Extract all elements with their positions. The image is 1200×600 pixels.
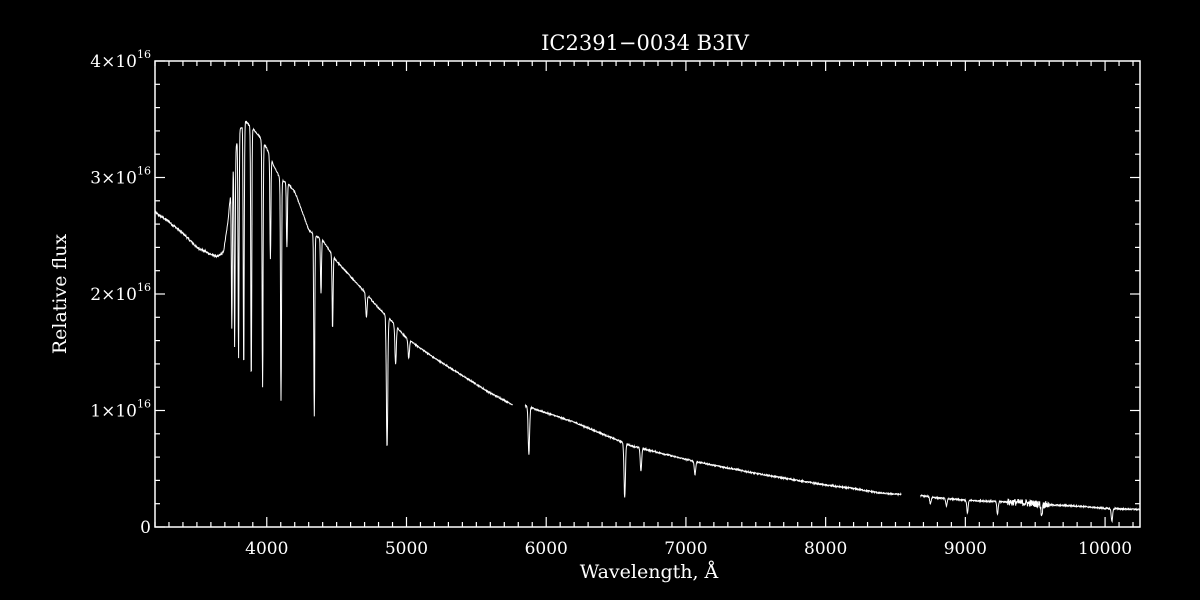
plot-area: 4000 5000 6000 7000 8000 9000 10000 0 1×1016 2×1… (90, 48, 1141, 559)
x-axis-label: Wavelength, Å (580, 561, 719, 583)
y-axis-label: Relative flux (49, 234, 71, 355)
y-tick-label: 1×1016 (90, 398, 151, 422)
spectrum-series (154, 120, 1141, 524)
x-tick-label: 4000 (245, 539, 288, 559)
x-tick-labels: 4000 5000 6000 7000 8000 9000 10000 (245, 539, 1132, 559)
plot-frame (154, 60, 1141, 528)
chart-title: IC2391−0034 B3IV (541, 31, 750, 55)
y-tick-label: 0 (140, 518, 151, 538)
y-tick-label: 3×1016 (90, 165, 151, 189)
axis-ticks (154, 60, 1140, 528)
x-tick-label: 9000 (944, 539, 987, 559)
y-tick-labels: 0 1×1016 2×1016 3×1016 4×1016 (90, 48, 151, 538)
x-tick-label: 10000 (1078, 539, 1132, 559)
y-tick-label: 2×1016 (90, 281, 151, 305)
spectrum-line (154, 120, 1141, 524)
y-tick-label: 4×1016 (90, 48, 151, 72)
x-tick-label: 7000 (664, 539, 707, 559)
x-tick-label: 8000 (804, 539, 847, 559)
x-tick-label: 6000 (525, 539, 568, 559)
x-tick-label: 5000 (385, 539, 428, 559)
